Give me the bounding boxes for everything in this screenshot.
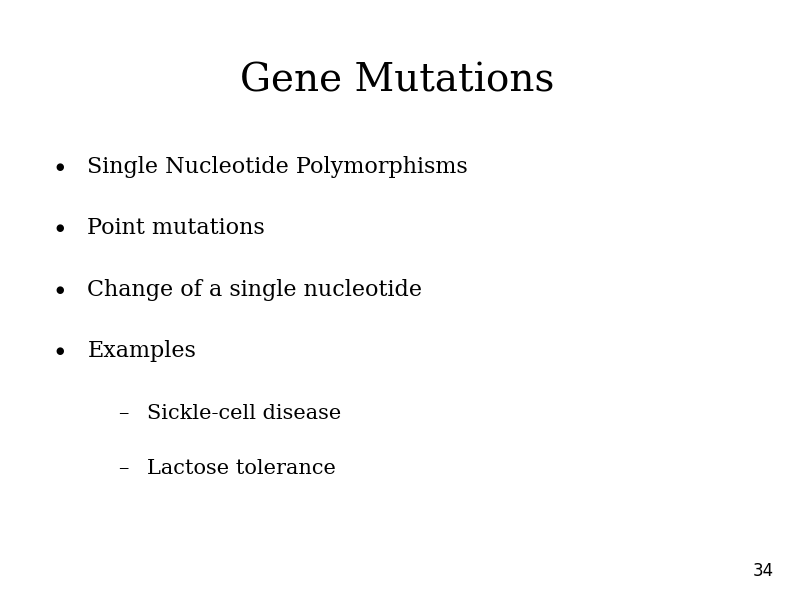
Text: ●: ● bbox=[56, 285, 64, 295]
Text: ●: ● bbox=[56, 162, 64, 171]
Text: Gene Mutations: Gene Mutations bbox=[240, 62, 554, 99]
Text: Lactose tolerance: Lactose tolerance bbox=[147, 459, 336, 478]
Text: Single Nucleotide Polymorphisms: Single Nucleotide Polymorphisms bbox=[87, 156, 468, 177]
Text: –: – bbox=[118, 404, 129, 423]
Text: Point mutations: Point mutations bbox=[87, 217, 265, 239]
Text: –: – bbox=[118, 459, 129, 478]
Text: 34: 34 bbox=[753, 562, 774, 580]
Text: Examples: Examples bbox=[87, 340, 196, 362]
Text: Sickle-cell disease: Sickle-cell disease bbox=[147, 404, 341, 423]
Text: ●: ● bbox=[56, 346, 64, 356]
Text: Change of a single nucleotide: Change of a single nucleotide bbox=[87, 279, 422, 300]
Text: ●: ● bbox=[56, 223, 64, 233]
